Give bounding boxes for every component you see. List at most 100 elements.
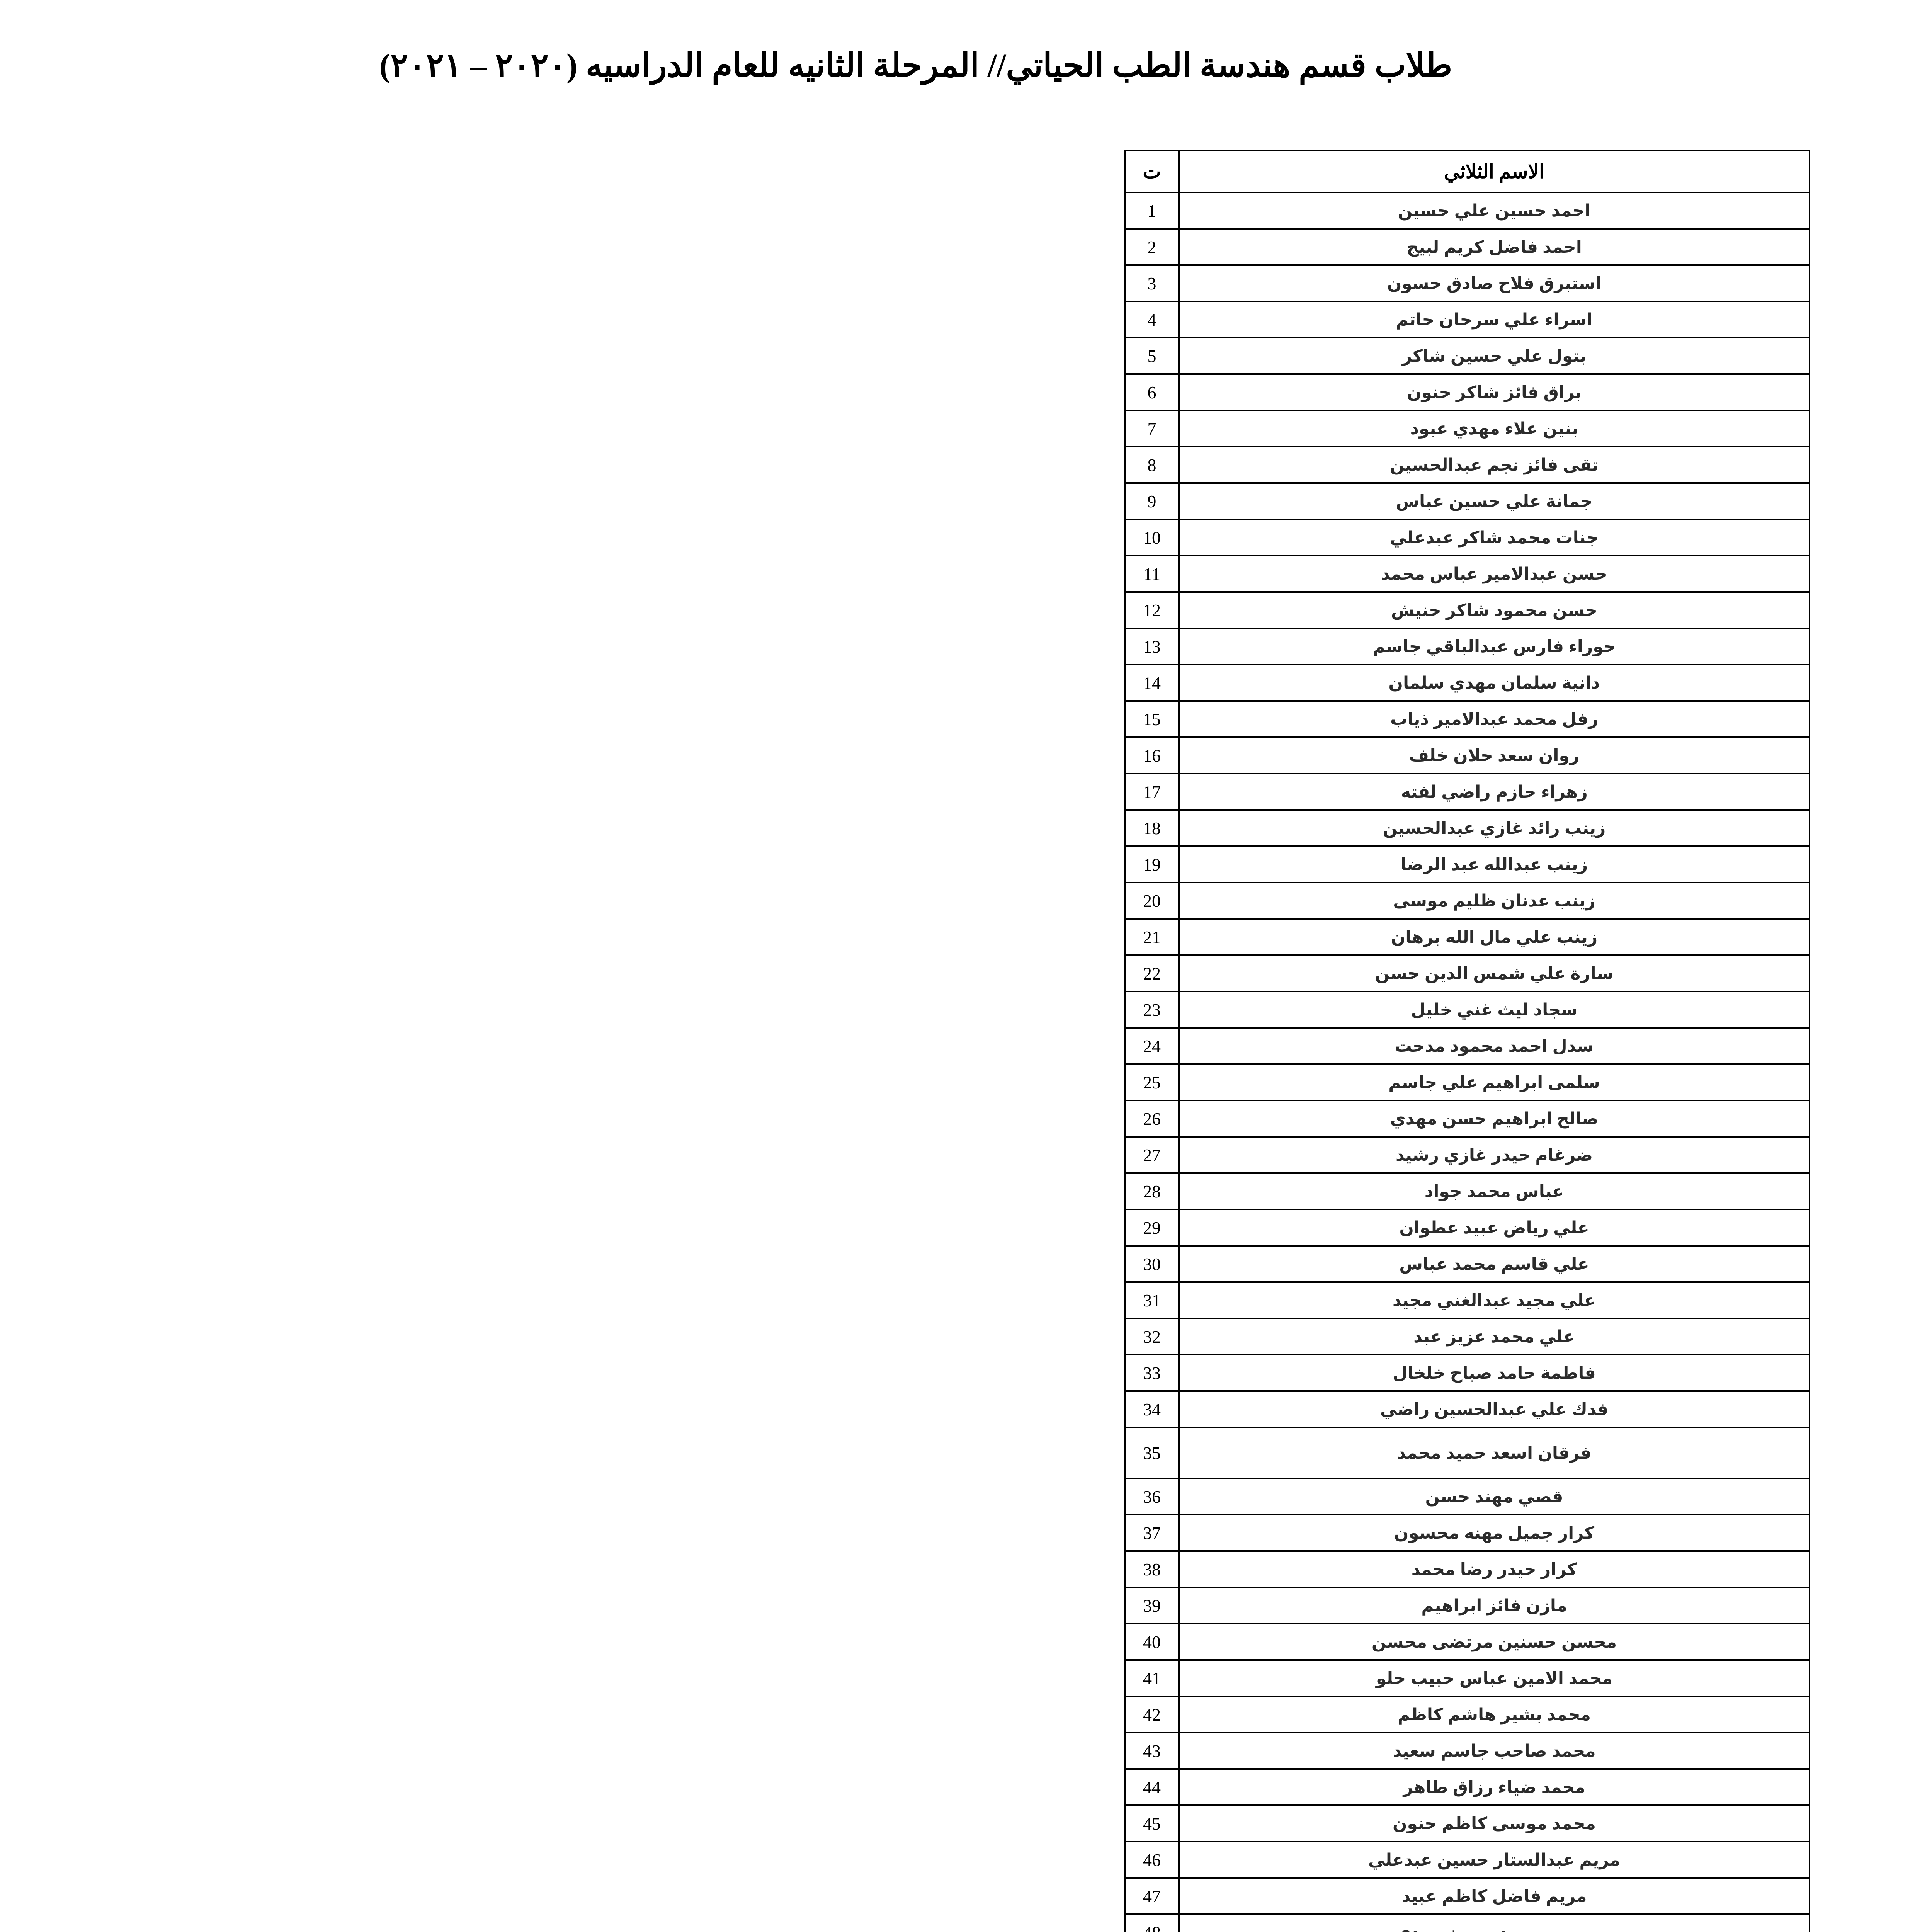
student-name-cell: جمانة علي حسين عباس [1178, 482, 1810, 520]
column-header-number: ت [1124, 150, 1180, 193]
student-number-cell: 18 [1124, 809, 1180, 847]
table-row: علي رياض عبيد عطوان 29 [1124, 1209, 1810, 1247]
student-name-cell: مريم فاضل كاظم عبيد [1178, 1877, 1810, 1915]
student-number-cell: 47 [1124, 1877, 1180, 1915]
student-name-cell: زينب رائد غازي عبدالحسين [1178, 809, 1810, 847]
student-name-cell: محمد صاحب جاسم سعيد [1178, 1732, 1810, 1770]
student-number-cell: 44 [1124, 1768, 1180, 1806]
table-row: عباس محمد جواد 28 [1124, 1172, 1810, 1210]
table-row: فاطمة حامد صباح خلخال 33 [1124, 1354, 1810, 1392]
student-name-cell: جنات محمد شاكر عبدعلي [1178, 519, 1810, 556]
table-row: زينب عبدالله عبد الرضا 19 [1124, 845, 1810, 883]
student-name-cell: علي قاسم محمد عباس [1178, 1245, 1810, 1283]
table-row: سجاد ليث غني خليل 23 [1124, 991, 1810, 1029]
student-number-cell: 5 [1124, 337, 1180, 375]
student-number-cell: 6 [1124, 373, 1180, 411]
student-number-cell: 8 [1124, 446, 1180, 484]
table-row: حوراء فارس عبدالباقي جاسم 13 [1124, 628, 1810, 665]
student-number-cell: 39 [1124, 1587, 1180, 1624]
student-name-cell: مريم عبدالستار حسين عبدعلي [1178, 1841, 1810, 1879]
student-number-cell: 29 [1124, 1209, 1180, 1247]
table-header: الاسم الثلاثي ت [1124, 150, 1810, 193]
student-number-cell: 15 [1124, 700, 1180, 738]
student-number-cell: 28 [1124, 1172, 1180, 1210]
student-number-cell: 14 [1124, 664, 1180, 702]
student-name-cell: صالح ابراهيم حسن مهدي [1178, 1100, 1810, 1138]
table-row: علي مجيد عبدالغني مجيد 31 [1124, 1281, 1810, 1319]
student-name-cell: مريم معن درسون مهدي [1178, 1913, 1810, 1932]
student-name-cell: زينب عدنان ظليم موسى [1178, 882, 1810, 920]
student-number-cell: 1 [1124, 192, 1180, 230]
table-row: فدك علي عبدالحسين راضي 34 [1124, 1390, 1810, 1428]
student-name-cell: ضرغام حيدر غازي رشيد [1178, 1136, 1810, 1174]
student-number-cell: 17 [1124, 773, 1180, 811]
table-row: اسراء علي سرحان حاتم 4 [1124, 301, 1810, 338]
student-name-cell: حسن عبدالامير عباس محمد [1178, 555, 1810, 593]
student-number-cell: 13 [1124, 628, 1180, 665]
student-name-cell: روان سعد حلان خلف [1178, 736, 1810, 774]
table-row: سدل احمد محمود مدحت 24 [1124, 1027, 1810, 1065]
table-row: احمد حسين علي حسين 1 [1124, 192, 1810, 230]
table-row: قصي مهند حسن 36 [1124, 1478, 1810, 1515]
student-name-cell: زينب علي مال الله برهان [1178, 918, 1810, 956]
student-number-cell: 12 [1124, 591, 1180, 629]
student-name-cell: علي محمد عزيز عبد [1178, 1318, 1810, 1355]
table-row: روان سعد حلان خلف 16 [1124, 736, 1810, 774]
table-row: زينب عدنان ظليم موسى 20 [1124, 882, 1810, 920]
header-row: الاسم الثلاثي ت [1124, 150, 1810, 193]
student-number-cell: 40 [1124, 1623, 1180, 1661]
table-row: محمد الامين عباس حبيب حلو 41 [1124, 1659, 1810, 1697]
student-name-cell: فدك علي عبدالحسين راضي [1178, 1390, 1810, 1428]
table-row: زهراء حازم راضي لفته 17 [1124, 773, 1810, 811]
student-name-cell: بتول علي حسين شاكر [1178, 337, 1810, 375]
student-number-cell: 20 [1124, 882, 1180, 920]
student-number-cell: 35 [1124, 1427, 1180, 1479]
table-row: سلمى ابراهيم علي جاسم 25 [1124, 1063, 1810, 1101]
student-roster-container: الاسم الثلاثي ت احمد حسين علي حسين 1 احمد … [1124, 150, 1810, 1932]
table-row: براق فائز شاكر حنون 6 [1124, 373, 1810, 411]
student-name-cell: زهراء حازم راضي لفته [1178, 773, 1810, 811]
table-row: مريم عبدالستار حسين عبدعلي 46 [1124, 1841, 1810, 1879]
table-row: رفل محمد عبدالامير ذياب 15 [1124, 700, 1810, 738]
table-row: محمد ضياء رزاق طاهر 44 [1124, 1768, 1810, 1806]
table-row: جمانة علي حسين عباس 9 [1124, 482, 1810, 520]
table-row: صالح ابراهيم حسن مهدي 26 [1124, 1100, 1810, 1138]
student-number-cell: 36 [1124, 1478, 1180, 1515]
student-number-cell: 33 [1124, 1354, 1180, 1392]
table-row: حسن عبدالامير عباس محمد 11 [1124, 555, 1810, 593]
student-number-cell: 43 [1124, 1732, 1180, 1770]
student-name-cell: محمد الامين عباس حبيب حلو [1178, 1659, 1810, 1697]
student-number-cell: 22 [1124, 954, 1180, 992]
student-name-cell: قصي مهند حسن [1178, 1478, 1810, 1515]
student-name-cell: فرقان اسعد حميد محمد [1178, 1427, 1810, 1479]
table-row: دانية سلمان مهدي سلمان 14 [1124, 664, 1810, 702]
student-name-cell: بنين علاء مهدي عبود [1178, 410, 1810, 447]
student-name-cell: فاطمة حامد صباح خلخال [1178, 1354, 1810, 1392]
table-row: استبرق فلاح صادق حسون 3 [1124, 264, 1810, 302]
student-name-cell: علي مجيد عبدالغني مجيد [1178, 1281, 1810, 1319]
table-row: بتول علي حسين شاكر 5 [1124, 337, 1810, 375]
student-number-cell: 30 [1124, 1245, 1180, 1283]
student-number-cell: 9 [1124, 482, 1180, 520]
student-number-cell: 42 [1124, 1696, 1180, 1733]
student-name-cell: عباس محمد جواد [1178, 1172, 1810, 1210]
student-number-cell: 10 [1124, 519, 1180, 556]
student-name-cell: محمد بشير هاشم كاظم [1178, 1696, 1810, 1733]
student-name-cell: علي رياض عبيد عطوان [1178, 1209, 1810, 1247]
student-number-cell: 3 [1124, 264, 1180, 302]
table-row: علي قاسم محمد عباس 30 [1124, 1245, 1810, 1283]
table-row: زينب رائد غازي عبدالحسين 18 [1124, 809, 1810, 847]
student-number-cell: 2 [1124, 228, 1180, 266]
student-name-cell: سلمى ابراهيم علي جاسم [1178, 1063, 1810, 1101]
table-row: زينب علي مال الله برهان 21 [1124, 918, 1810, 956]
student-number-cell: 34 [1124, 1390, 1180, 1428]
student-number-cell: 32 [1124, 1318, 1180, 1355]
student-name-cell: احمد حسين علي حسين [1178, 192, 1810, 230]
student-name-cell: حوراء فارس عبدالباقي جاسم [1178, 628, 1810, 665]
student-number-cell: 16 [1124, 736, 1180, 774]
table-row: محمد موسى كاظم حنون 45 [1124, 1804, 1810, 1842]
student-name-cell: احمد فاضل كريم لبيج [1178, 228, 1810, 266]
student-name-cell: كرار جميل مهنه محسون [1178, 1514, 1810, 1552]
table-row: فرقان اسعد حميد محمد 35 [1124, 1427, 1810, 1479]
table-row: محمد بشير هاشم كاظم 42 [1124, 1696, 1810, 1733]
